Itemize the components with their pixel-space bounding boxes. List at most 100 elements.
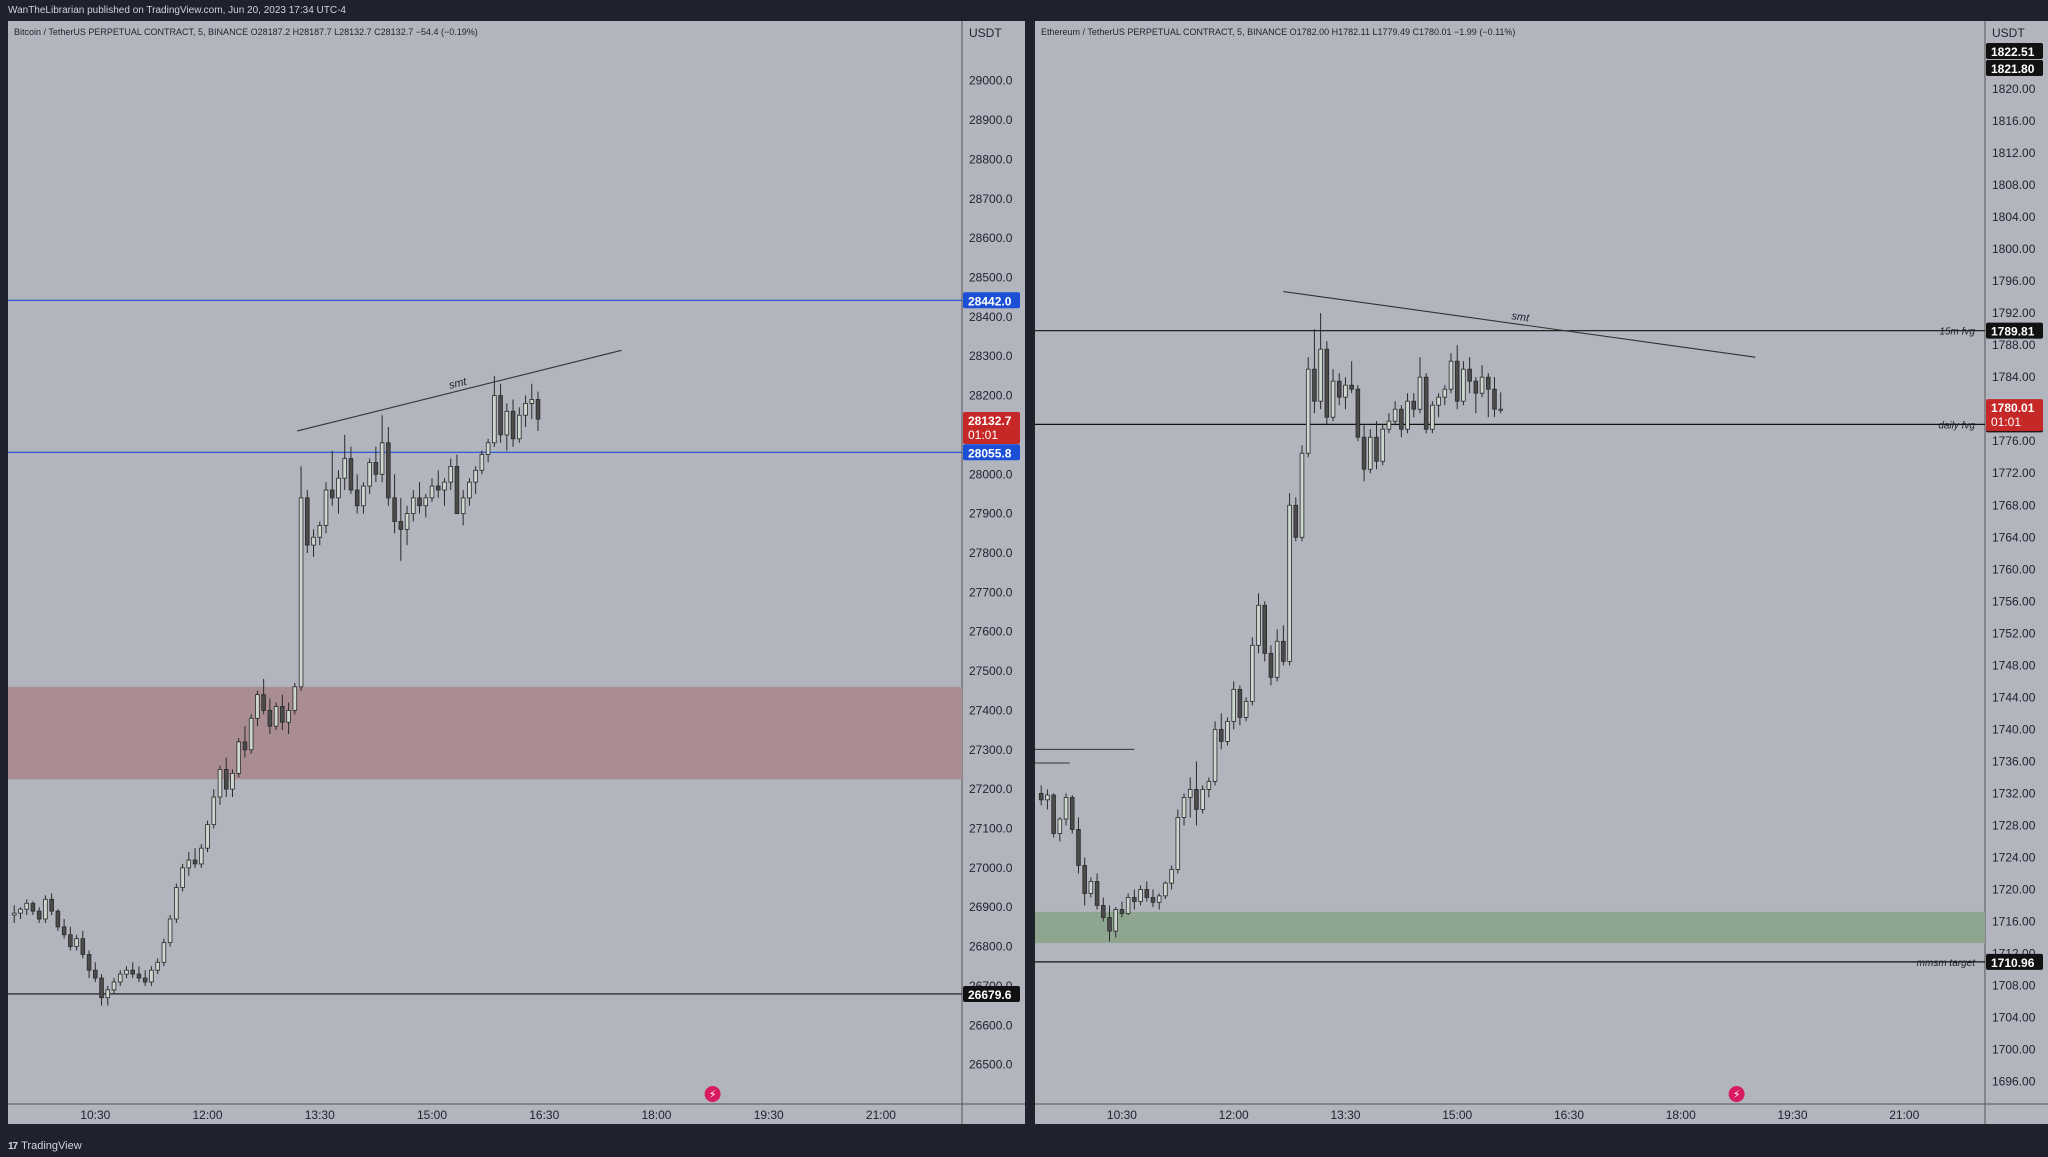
btc-hline-tag [963, 292, 1020, 309]
chart-panel-eth[interactable]: 1696.00 1700.00 1704.00 1708.00 1712.00 1716.… [1027, 21, 2048, 1132]
btc-candle [348, 446, 354, 494]
eth-candle-body [1219, 728, 1224, 742]
btc-y-tick-label: 28900.0 [969, 113, 1013, 127]
eth-candle [1225, 717, 1230, 746]
eth-level-label: 15m fvg [1939, 327, 1975, 338]
eth-candle-body [1107, 917, 1112, 932]
btc-candle-body [230, 772, 235, 790]
btc-y-tick-label: 27100.0 [969, 821, 1013, 835]
btc-candle [460, 490, 466, 526]
eth-candle [1200, 785, 1205, 814]
eth-top-tag-text: 1822.51 [1991, 45, 2035, 59]
btc-candle-body [354, 489, 360, 507]
btc-candle-body [186, 859, 192, 869]
publisher-text: WanTheLibrarian published on TradingView… [8, 5, 346, 16]
btc-candle [504, 403, 510, 451]
eth-candle [1094, 873, 1100, 910]
btc-candle [180, 863, 185, 892]
btc-y-tick-label: 27900.0 [969, 507, 1013, 521]
btc-candle-body [199, 847, 204, 865]
eth-x-tick-label: 21:00 [1889, 1108, 1919, 1122]
eth-y-tick-label: 1716.00 [1992, 914, 2036, 928]
tradingview-logo[interactable]: 17 TradingView [8, 1140, 82, 1152]
eth-candle-body [1194, 789, 1199, 810]
btc-candle [317, 521, 323, 546]
eth-candle [1312, 329, 1317, 414]
chart-panel-btc[interactable]: 26500.0 26600.0 26700.0 26800.0 26900.0 27000… [0, 21, 1025, 1132]
eth-candle [1454, 345, 1460, 410]
btc-candle [392, 474, 397, 534]
eth-candle [1243, 697, 1249, 722]
btc-x-tick-label: 13:30 [305, 1108, 335, 1122]
eth-candle-body [1132, 897, 1137, 902]
btc-candle [398, 497, 404, 561]
eth-candle [1405, 393, 1410, 434]
btc-candle-body [68, 934, 73, 947]
chart-svg-eth[interactable]: 1696.001700.001704.001708.001712.001716.… [1027, 21, 2048, 1132]
eth-candle-body [1243, 700, 1249, 718]
eth-candle-body [1268, 652, 1274, 678]
btc-candle [86, 950, 92, 979]
chart-svg-btc[interactable]: 26500.026600.026700.026800.026900.027000… [0, 21, 1025, 1132]
btc-y-tick-label: 27400.0 [969, 703, 1013, 717]
eth-candle [1045, 789, 1050, 810]
eth-y-tick-label: 1724.00 [1992, 850, 2036, 864]
eth-candle [1144, 881, 1150, 902]
eth-y-tick-label: 1760.00 [1992, 562, 2036, 576]
btc-candle [454, 454, 460, 515]
btc-candle [161, 938, 167, 967]
btc-y-tick-label: 26600.0 [969, 1018, 1013, 1032]
btc-candle [61, 919, 67, 939]
btc-candle-body [367, 462, 372, 487]
eth-y-tick-label: 1748.00 [1992, 658, 2036, 672]
eth-countdown-text: 01:01 [1991, 415, 2021, 429]
eth-candle [1219, 713, 1224, 750]
eth-hline-tag [1986, 322, 2043, 339]
btc-candle-body [105, 989, 111, 999]
eth-candle-body [1355, 388, 1361, 438]
btc-candle [367, 458, 372, 494]
btc-candle [473, 466, 478, 494]
btc-candle [105, 985, 111, 1006]
eth-candle [1287, 493, 1292, 666]
eth-candle-body [1256, 604, 1261, 646]
eth-candle-body [1187, 789, 1193, 798]
btc-x-tick-label: 15:00 [417, 1108, 447, 1122]
btc-candle-body [155, 961, 160, 971]
eth-candle-body [1225, 720, 1230, 742]
btc-candle-body [329, 489, 335, 499]
btc-candle-body [361, 485, 366, 507]
btc-candle-body [417, 497, 422, 507]
btc-candle-body [11, 912, 17, 916]
eth-candle-body [1088, 881, 1094, 894]
eth-candle-body [1405, 400, 1410, 430]
btc-candle [93, 962, 98, 982]
btc-candle-body [492, 395, 497, 444]
eth-candle [1380, 425, 1385, 466]
eth-candle-body [1094, 881, 1100, 906]
btc-candle [479, 450, 485, 475]
eth-candle-body [1038, 793, 1044, 801]
eth-candle [1448, 353, 1454, 394]
btc-candle [186, 852, 192, 876]
eth-candle [1486, 373, 1491, 418]
btc-candle-body [504, 410, 510, 436]
btc-candle [529, 383, 535, 420]
btc-candle [411, 490, 416, 522]
btc-candle-body [473, 469, 478, 483]
eth-candle [1336, 373, 1342, 406]
eth-candle [1299, 445, 1305, 542]
eth-x-tick-label: 10:30 [1107, 1108, 1137, 1122]
btc-candle [11, 905, 17, 923]
btc-candle-body [242, 741, 248, 751]
btc-candle-body [273, 706, 279, 727]
eth-candle-body [1473, 380, 1479, 394]
eth-price-axis [1985, 21, 2048, 1104]
btc-y-tick-label: 26800.0 [969, 940, 1013, 954]
eth-candle [1237, 685, 1243, 726]
btc-candle-body [435, 485, 441, 491]
eth-candle-body [1101, 905, 1106, 918]
eth-y-tick-label: 1796.00 [1992, 274, 2036, 288]
eth-candle [1368, 429, 1373, 474]
btc-candle-body [305, 497, 310, 546]
